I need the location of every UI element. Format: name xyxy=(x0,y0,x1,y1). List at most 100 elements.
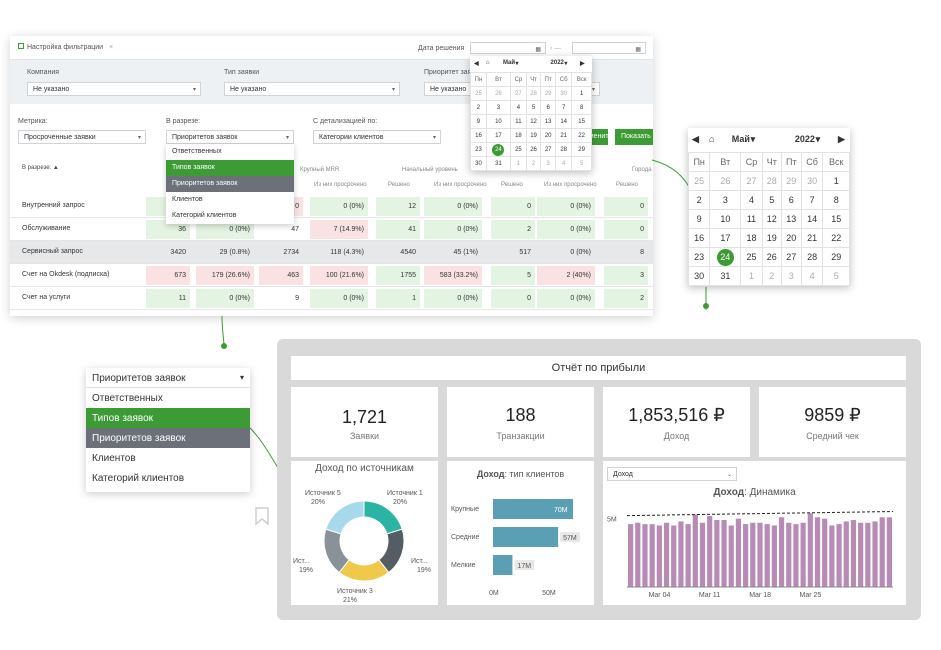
calendar-day[interactable]: 4 xyxy=(555,156,573,171)
slice-option[interactable]: Ответственных xyxy=(92,393,163,404)
dyn-bar[interactable] xyxy=(886,517,892,587)
dyn-bar[interactable] xyxy=(879,517,885,587)
dyn-bar[interactable] xyxy=(872,521,878,587)
dyn-bar[interactable] xyxy=(814,517,821,587)
dyn-bar[interactable] xyxy=(656,525,662,588)
calendar-month[interactable]: Май xyxy=(502,60,516,66)
dyn-bar[interactable] xyxy=(858,522,864,587)
table-cell[interactable]: 11 xyxy=(146,289,190,308)
calendar-day[interactable]: 7 xyxy=(800,190,824,210)
table-cell[interactable]: 3420 xyxy=(170,249,186,256)
table-cell[interactable]: 517 xyxy=(519,249,531,256)
table-cell[interactable]: 2 xyxy=(491,220,535,239)
dyn-bar[interactable] xyxy=(778,517,785,587)
dyn-bar[interactable] xyxy=(786,522,792,587)
dyn-bar[interactable] xyxy=(628,524,634,587)
slice-select[interactable]: Приоритетов заявок ▾ xyxy=(166,130,294,144)
calendar-day[interactable]: 30 xyxy=(800,171,824,191)
calendar-day[interactable]: 9 xyxy=(687,209,711,229)
dyn-bar[interactable] xyxy=(735,518,742,587)
calendar-month[interactable]: Май xyxy=(731,134,750,144)
dyn-bar[interactable] xyxy=(671,525,677,588)
dyn-bar[interactable] xyxy=(829,525,835,588)
donut-slice[interactable] xyxy=(325,500,365,535)
calendar-day[interactable]: 10 xyxy=(709,209,742,229)
table-cell[interactable]: 118 (4.3%) xyxy=(330,249,364,256)
table-cell[interactable]: 3 xyxy=(604,266,648,285)
close-icon[interactable]: × xyxy=(109,44,114,51)
slice-option[interactable]: Категорий клиентов xyxy=(172,212,237,219)
table-cell[interactable]: 0 (0%) xyxy=(424,220,482,239)
calendar-day[interactable]: 27 xyxy=(780,247,802,267)
calendar-day[interactable]: 2 xyxy=(525,156,542,171)
calendar-day[interactable]: 28 xyxy=(800,247,824,267)
dyn-bar[interactable] xyxy=(678,521,684,587)
calendar-day[interactable]: 29 xyxy=(780,171,802,191)
dyn-bar[interactable] xyxy=(743,524,749,587)
calendar-day[interactable]: 27 xyxy=(740,171,763,191)
bookmark-icon[interactable] xyxy=(255,507,269,525)
calendar-year[interactable]: 2022 xyxy=(794,134,815,144)
table-cell[interactable]: 12 xyxy=(376,197,420,216)
calendar-day[interactable]: 21 xyxy=(800,228,824,248)
table-cell[interactable]: 0 (0%) xyxy=(537,289,595,308)
calendar-day[interactable]: 31 xyxy=(709,266,742,286)
table-cell[interactable]: 5 xyxy=(491,266,535,285)
calendar-day[interactable]: 4 xyxy=(800,266,824,286)
table-cell[interactable]: 41 xyxy=(376,220,420,239)
calendar-day[interactable]: 5 xyxy=(571,156,592,171)
calendar-day[interactable]: 19 xyxy=(761,228,782,248)
calendar-day[interactable]: 18 xyxy=(740,228,763,248)
table-row[interactable]: Счет на Okdesk (подписка) 673 179 (26.6%) 4… xyxy=(10,264,653,287)
table-cell[interactable]: 2 (40%) xyxy=(537,266,595,285)
table-cell[interactable]: 179 (26.6%) xyxy=(196,266,254,285)
dyn-bar[interactable] xyxy=(850,520,857,587)
calendar-day[interactable]: 15 xyxy=(822,209,850,229)
detail-select[interactable]: Категории клиентов ▾ xyxy=(313,130,441,144)
company-select[interactable]: Не указано ▾ xyxy=(27,82,201,96)
slice-option[interactable]: Ответственных xyxy=(172,148,222,155)
table-cell[interactable]: 2 xyxy=(604,289,648,308)
bar[interactable] xyxy=(493,527,559,547)
slice-option[interactable]: Клиентов xyxy=(172,196,203,203)
prev-month-icon[interactable]: ◀ xyxy=(692,134,699,144)
table-cell[interactable]: 0 (0%) xyxy=(310,197,368,216)
table-cell[interactable]: 47 xyxy=(291,226,299,233)
table-cell[interactable]: 0 xyxy=(604,220,648,239)
calendar-day[interactable]: 30 xyxy=(687,266,711,286)
table-cell[interactable]: 0 (0%) xyxy=(196,289,254,308)
calendar-day[interactable]: 13 xyxy=(780,209,802,229)
calendar-day[interactable]: 5 xyxy=(822,266,850,286)
slice-column-header[interactable]: В разрезе: ▲ xyxy=(22,165,59,171)
dyn-bar[interactable] xyxy=(635,522,641,587)
calendar-day[interactable]: 26 xyxy=(761,247,782,267)
slice-option[interactable]: Клиентов xyxy=(92,453,136,464)
dyn-bar[interactable] xyxy=(692,514,698,587)
home-icon[interactable]: ⌂ xyxy=(709,134,715,144)
table-cell[interactable]: 0 xyxy=(491,197,535,216)
calendar-day[interactable]: 26 xyxy=(709,171,742,191)
date-from-field[interactable]: ▦ xyxy=(470,42,546,54)
table-cell[interactable]: 0 (0%) xyxy=(424,289,482,308)
dynamics-metric-select[interactable]: Доход ⌄ xyxy=(607,467,737,481)
next-month-icon[interactable]: ▶ xyxy=(838,134,845,144)
dyn-bar[interactable] xyxy=(843,521,849,587)
show-button[interactable]: Показать xyxy=(615,129,653,145)
dyn-bar[interactable] xyxy=(764,524,770,587)
table-cell[interactable]: 4540 xyxy=(400,249,416,256)
slice-option-active[interactable]: Типов заявок xyxy=(86,408,250,428)
dyn-bar[interactable] xyxy=(649,524,655,587)
calendar-day[interactable]: 1 xyxy=(740,266,763,286)
calendar-day[interactable]: 8 xyxy=(822,190,850,210)
table-cell[interactable]: 0 (0%) xyxy=(310,289,368,308)
prev-month-icon[interactable]: ◀ xyxy=(474,61,479,67)
dyn-bar[interactable] xyxy=(685,524,691,587)
table-cell[interactable]: 0 xyxy=(604,197,648,216)
table-cell[interactable]: 0 (0%) xyxy=(570,249,591,256)
ticket-type-select[interactable]: Не указано ▾ xyxy=(224,82,400,96)
table-row[interactable]: Счет на услуги 11 0 (0%) 9 0 (0%) 1 0 (0%) 0 0 (… xyxy=(10,287,653,310)
dyn-bar[interactable] xyxy=(699,522,706,587)
calendar-day[interactable]: 11 xyxy=(740,209,763,229)
calendar-day[interactable]: 2 xyxy=(687,190,711,210)
dyn-bar[interactable] xyxy=(771,525,777,588)
